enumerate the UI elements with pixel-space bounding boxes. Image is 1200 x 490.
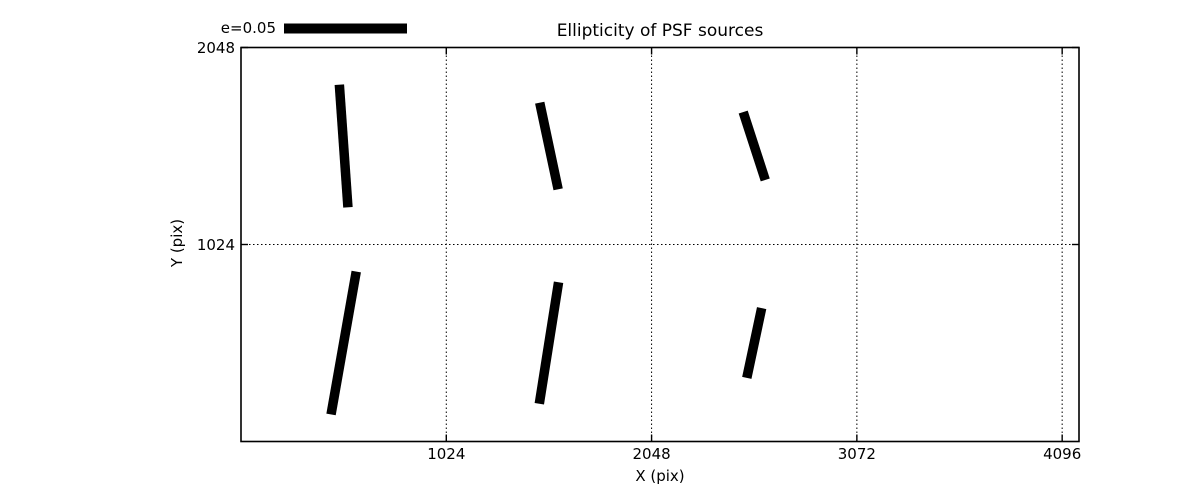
x-tick-label-1024: 1024 bbox=[427, 445, 466, 463]
y-tick-label-2048: 2048 bbox=[196, 38, 235, 57]
psf-whisker-5 bbox=[534, 281, 564, 405]
psf-whisker-2 bbox=[535, 101, 563, 191]
psf-whisker-3 bbox=[738, 110, 770, 182]
psf-whisker-1 bbox=[334, 84, 353, 208]
psf-whisker-6 bbox=[742, 307, 767, 379]
x-tick-label-4096: 4096 bbox=[1043, 445, 1082, 463]
chart-title: Ellipticity of PSF sources bbox=[556, 21, 764, 41]
x-tick-label-3072: 3072 bbox=[837, 445, 876, 463]
x-tick-label-2048: 2048 bbox=[632, 445, 671, 463]
y-tick-label-1024: 1024 bbox=[196, 235, 235, 254]
psf-whisker-4 bbox=[326, 270, 361, 416]
legend-label: e=0.05 bbox=[220, 19, 276, 37]
x-axis-label: X (pix) bbox=[635, 467, 685, 485]
